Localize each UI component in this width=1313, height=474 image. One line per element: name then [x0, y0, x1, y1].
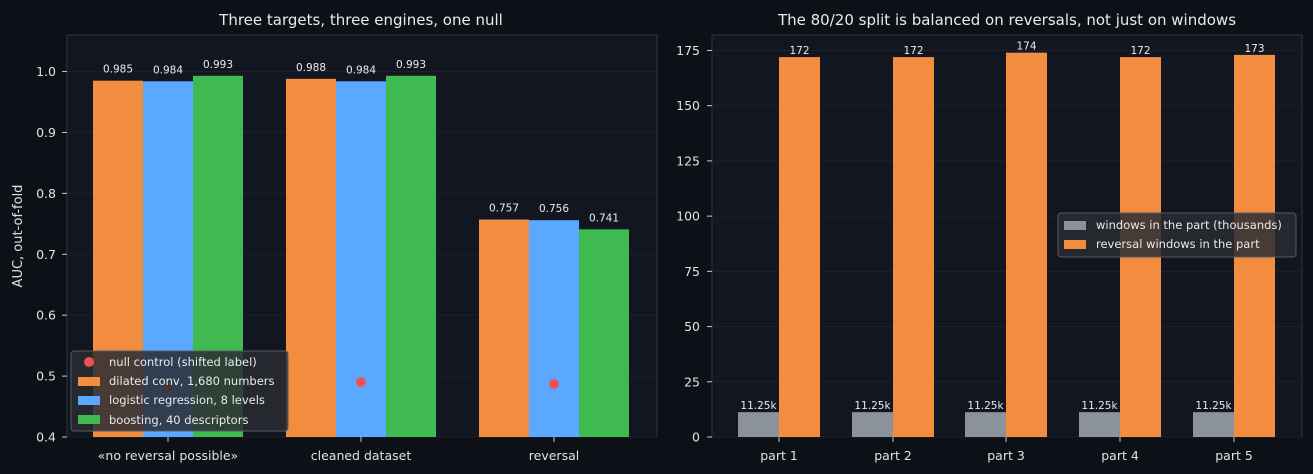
bar-value-label: 172 [789, 45, 809, 57]
bar-value-label: 0.741 [589, 212, 619, 224]
x-tick-label-right: part 1 [760, 448, 798, 463]
bar-reversals [1006, 52, 1047, 438]
bar-value-label: 11.25k [740, 400, 777, 412]
x-tick-label-right: part 4 [1101, 448, 1139, 463]
bar-value-label: 172 [1130, 45, 1150, 57]
legend-box-right [1057, 212, 1297, 258]
bar-reversals [893, 57, 934, 437]
legend-label-conv: dilated conv, 1,680 numbers [109, 374, 275, 388]
y-ticks-left: 0.4 0.5 0.6 0.7 0.8 0.9 1.0 [36, 64, 67, 445]
bar-windows [852, 412, 893, 437]
bar-value-label: 174 [1016, 41, 1036, 53]
legend-swatch-windows [1064, 221, 1086, 230]
y-tick-label-left: 0.7 [36, 247, 56, 262]
bar-value-label: 0.993 [396, 59, 426, 71]
y-tick-label-right: 75 [684, 264, 700, 279]
y-tick-label-right: 50 [684, 319, 700, 334]
x-tick-label-left: «no reversal possible» [98, 448, 238, 463]
x-tick-label-left: cleaned dataset [311, 448, 412, 463]
bar-value-label: 11.25k [967, 400, 1004, 412]
y-ticks-right: 0 25 50 75 100 125 150 175 [676, 43, 712, 445]
legend-null-label: null control (shifted label) [109, 355, 257, 369]
y-tick-label-left: 0.6 [36, 308, 56, 323]
bar-windows [1079, 412, 1120, 437]
legend-label-logreg: logistic regression, 8 levels [109, 393, 265, 407]
bar-value-label: 11.25k [854, 400, 891, 412]
legend-swatch-reversals [1064, 240, 1086, 249]
bars-left: 0.985 0.984 0.993 0.988 0.984 0.993 0.757 0.756… [93, 59, 629, 438]
y-tick-label-left: 1.0 [36, 64, 56, 79]
legend-swatch-conv [78, 377, 100, 386]
bar-value-label: 11.25k [1195, 400, 1232, 412]
y-tick-label-right: 150 [676, 98, 700, 113]
y-tick-label-right: 100 [676, 209, 700, 224]
bar-value-label: 0.984 [346, 64, 376, 76]
chart-split: 11.25k 172 11.25k 172 11.25k 174 11.25k 172 11.2… [676, 11, 1303, 463]
x-tick-label-right: part 3 [987, 448, 1025, 463]
legend-swatch-boosting [78, 415, 100, 424]
y-axis-label-left: AUC, out-of-fold [11, 185, 26, 288]
y-tick-label-left: 0.8 [36, 186, 56, 201]
bar-boosting-40-descript [579, 229, 629, 437]
y-tick-label-left: 0.9 [36, 125, 56, 140]
bar-boosting-40-descript [386, 75, 436, 438]
x-tick-label-right: part 2 [874, 448, 912, 463]
chart-title-left: Three targets, three engines, one null [218, 11, 503, 29]
legend-label-reversals: reversal windows in the part [1096, 237, 1260, 251]
legend-left: null control (shifted label) dilated con… [70, 350, 289, 432]
bar-value-label: 0.984 [153, 64, 183, 76]
bar-value-label: 173 [1244, 43, 1264, 55]
x-ticks-right: part 1 part 2 part 3 part 4 part 5 [760, 437, 1253, 463]
legend-right: windows in the part (thousands) reversal… [1057, 212, 1297, 258]
chart-title-right: The 80/20 split is balanced on reversals… [777, 11, 1236, 29]
x-tick-label-left: reversal [529, 448, 579, 463]
bar-value-label: 172 [903, 45, 923, 57]
bar-logistic-regression- [529, 220, 579, 437]
x-ticks-left: «no reversal possible» cleaned dataset rev… [98, 437, 579, 463]
legend-null-marker [84, 357, 94, 367]
null-control-point [356, 377, 366, 388]
bar-dilated-conv-1-680-n [479, 219, 529, 437]
legend-box-left [70, 350, 289, 432]
bar-windows [1193, 412, 1234, 437]
y-tick-label-right: 175 [676, 43, 700, 58]
x-tick-label-right: part 5 [1215, 448, 1253, 463]
bar-value-label: 0.757 [489, 203, 519, 215]
y-tick-label-right: 25 [684, 374, 700, 389]
bar-dilated-conv-1-680-n [286, 78, 336, 437]
legend-label-windows: windows in the part (thousands) [1096, 218, 1282, 232]
bar-value-label: 0.756 [539, 203, 569, 215]
y-tick-label-left: 0.4 [36, 430, 56, 445]
bar-reversals [779, 57, 820, 437]
y-tick-label-right: 0 [692, 430, 700, 445]
bar-windows [738, 412, 779, 437]
bar-windows [965, 412, 1006, 437]
y-tick-label-right: 125 [676, 153, 700, 168]
legend-label-boosting: boosting, 40 descriptors [109, 413, 248, 427]
bar-value-label: 0.993 [203, 59, 233, 71]
null-control-point [549, 379, 559, 390]
bar-value-label: 11.25k [1081, 400, 1118, 412]
bar-value-label: 0.985 [103, 64, 133, 76]
chart-auc: 0.985 0.984 0.993 0.988 0.984 0.993 0.757 0.756… [11, 11, 658, 463]
bars-right: 11.25k 172 11.25k 172 11.25k 174 11.25k 172 11.2… [738, 41, 1275, 438]
y-tick-label-left: 0.5 [36, 369, 56, 384]
legend-swatch-logreg [78, 396, 100, 405]
bar-value-label: 0.988 [296, 62, 326, 74]
